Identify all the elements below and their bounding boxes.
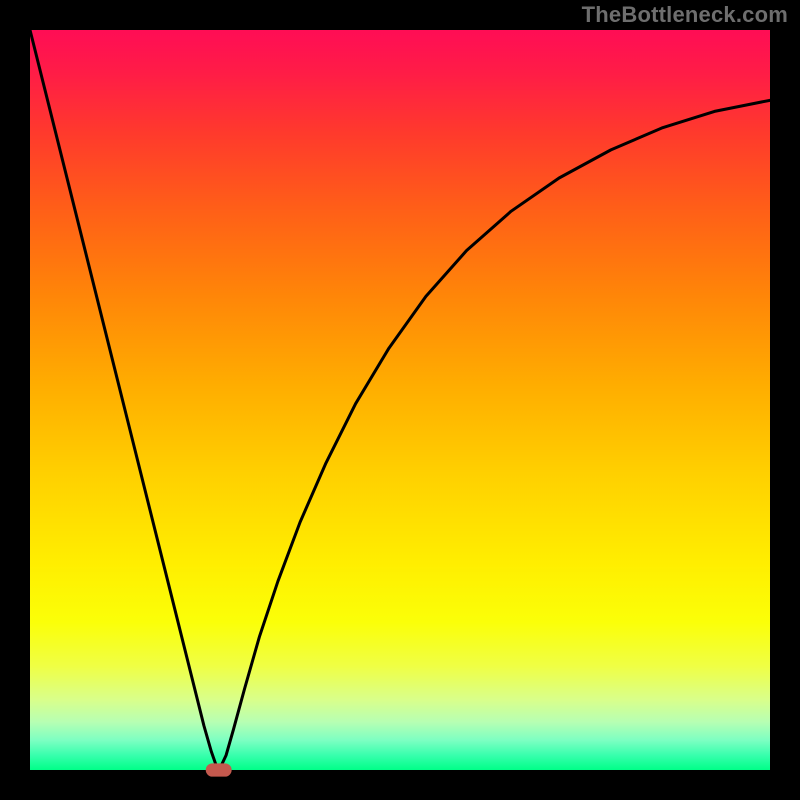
figure-stage: TheBottleneck.com [0,0,800,800]
bottleneck-chart [0,0,800,800]
plot-background [30,30,770,770]
watermark-text: TheBottleneck.com [582,2,788,28]
optimum-marker [206,763,232,776]
